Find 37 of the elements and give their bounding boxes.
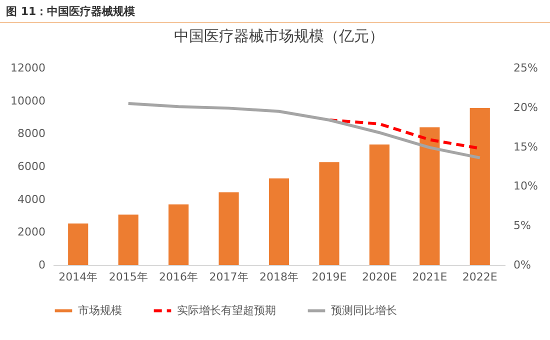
- bar: [168, 204, 189, 265]
- bar: [319, 162, 340, 265]
- x-tick-label: 2015年: [108, 270, 148, 284]
- line-series: [126, 102, 482, 160]
- caption: 图 11：中国医疗器械规模: [0, 0, 550, 23]
- y2-tick-label: 25%: [514, 62, 538, 74]
- y2-tick-label: 20%: [514, 100, 538, 114]
- legend-label: 市场规模: [78, 304, 122, 317]
- y2-tick-label: 10%: [514, 180, 538, 193]
- y-tick-label: 2000: [18, 226, 46, 239]
- x-tick-label: 2017年: [209, 270, 248, 284]
- y-tick-label: 6000: [18, 160, 46, 173]
- y-tick-label: 12000: [10, 62, 46, 74]
- x-tick-label: 2021E: [412, 270, 448, 284]
- y-tick-label: 4000: [18, 192, 46, 206]
- bar: [118, 214, 138, 265]
- y-tick-label: 10000: [10, 94, 46, 108]
- bar: [420, 127, 440, 265]
- y-tick-label: 8000: [18, 127, 46, 140]
- x-tick-label: 2014年: [58, 270, 98, 284]
- legend-label: 预测同比增长: [331, 304, 397, 317]
- y2-tick-label: 15%: [514, 140, 538, 154]
- bar: [68, 223, 88, 265]
- x-tick-label: 2016年: [159, 270, 198, 284]
- bar: [268, 178, 290, 265]
- chart-title: 中国医疗器械市场规模（亿元）: [174, 27, 384, 45]
- y2-tick-label: 0%: [514, 258, 531, 272]
- x-tick-label: 2018年: [260, 270, 298, 284]
- x-tick-label: 2019E: [312, 270, 347, 284]
- legend-label: 实际增长有望超预期: [177, 304, 276, 317]
- bar: [369, 144, 390, 265]
- x-tick-label: 2022E: [462, 270, 498, 284]
- y2-tick-label: 5%: [514, 219, 531, 232]
- bar: [470, 108, 490, 265]
- bar: [218, 192, 239, 265]
- y-tick-label: 0: [38, 258, 46, 272]
- x-tick-label: 2020E: [362, 270, 397, 284]
